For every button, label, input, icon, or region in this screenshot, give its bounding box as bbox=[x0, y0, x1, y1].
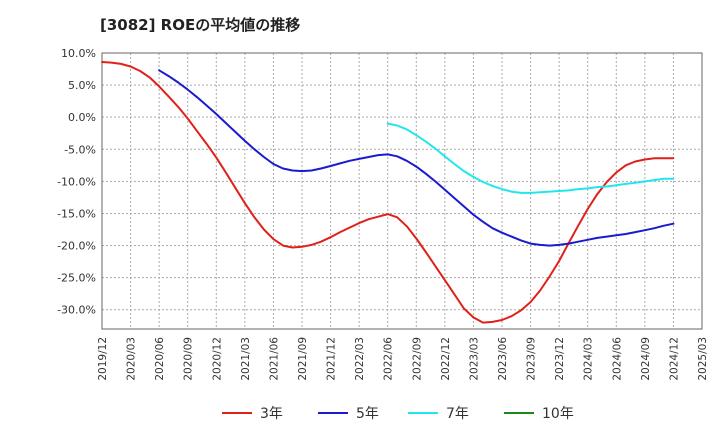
x-tick-label: 2023/06 bbox=[497, 337, 509, 381]
x-tick-label: 2023/09 bbox=[526, 337, 538, 381]
y-tick-label: -30.0% bbox=[57, 304, 96, 317]
x-tick-label: 2022/12 bbox=[440, 337, 452, 381]
x-tick-label: 2025/03 bbox=[697, 337, 709, 381]
x-tick-label: 2021/06 bbox=[268, 337, 280, 381]
x-tick-label: 2021/12 bbox=[326, 337, 338, 381]
x-tick-label: 2020/09 bbox=[183, 337, 195, 381]
y-tick-label: -20.0% bbox=[57, 240, 96, 253]
x-tick-label: 2023/12 bbox=[554, 337, 566, 381]
x-tick-label: 2023/03 bbox=[468, 337, 480, 381]
x-tick-label: 2022/09 bbox=[411, 337, 423, 381]
chart-title: [3082] ROEの平均値の推移 bbox=[100, 16, 301, 34]
x-tick-label: 2020/03 bbox=[126, 337, 138, 381]
y-tick-label: -25.0% bbox=[57, 272, 96, 285]
x-tick-label: 2022/03 bbox=[354, 337, 366, 381]
series-line-3年 bbox=[101, 61, 675, 324]
x-tick-label: 2021/09 bbox=[297, 337, 309, 381]
y-tick-label: 0.0% bbox=[68, 111, 96, 124]
x-tick-label: 2024/12 bbox=[668, 337, 680, 381]
y-tick-label: -5.0% bbox=[64, 143, 96, 156]
x-tick-label: 2019/12 bbox=[97, 337, 109, 381]
series-line-7年 bbox=[386, 122, 675, 194]
x-tick-label: 2024/06 bbox=[611, 337, 623, 381]
series-line-5年 bbox=[158, 69, 675, 247]
x-tick-label: 2022/06 bbox=[383, 337, 395, 381]
legend-label: 10年 bbox=[542, 406, 574, 422]
legend-label: 3年 bbox=[260, 406, 283, 422]
y-tick-label: -15.0% bbox=[57, 207, 96, 220]
y-tick-label: -10.0% bbox=[57, 175, 96, 188]
x-tick-label: 2021/03 bbox=[240, 337, 252, 381]
x-tick-label: 2020/06 bbox=[154, 337, 166, 381]
x-tick-label: 2024/09 bbox=[640, 337, 652, 381]
x-tick-label: 2020/12 bbox=[211, 337, 223, 381]
legend-label: 7年 bbox=[446, 406, 469, 422]
plot-frame bbox=[101, 52, 703, 330]
y-tick-label: 5.0% bbox=[68, 79, 96, 92]
y-tick-label: 10.0% bbox=[61, 47, 96, 60]
x-tick-label: 2024/03 bbox=[583, 337, 595, 381]
legend-label: 5年 bbox=[356, 406, 379, 422]
